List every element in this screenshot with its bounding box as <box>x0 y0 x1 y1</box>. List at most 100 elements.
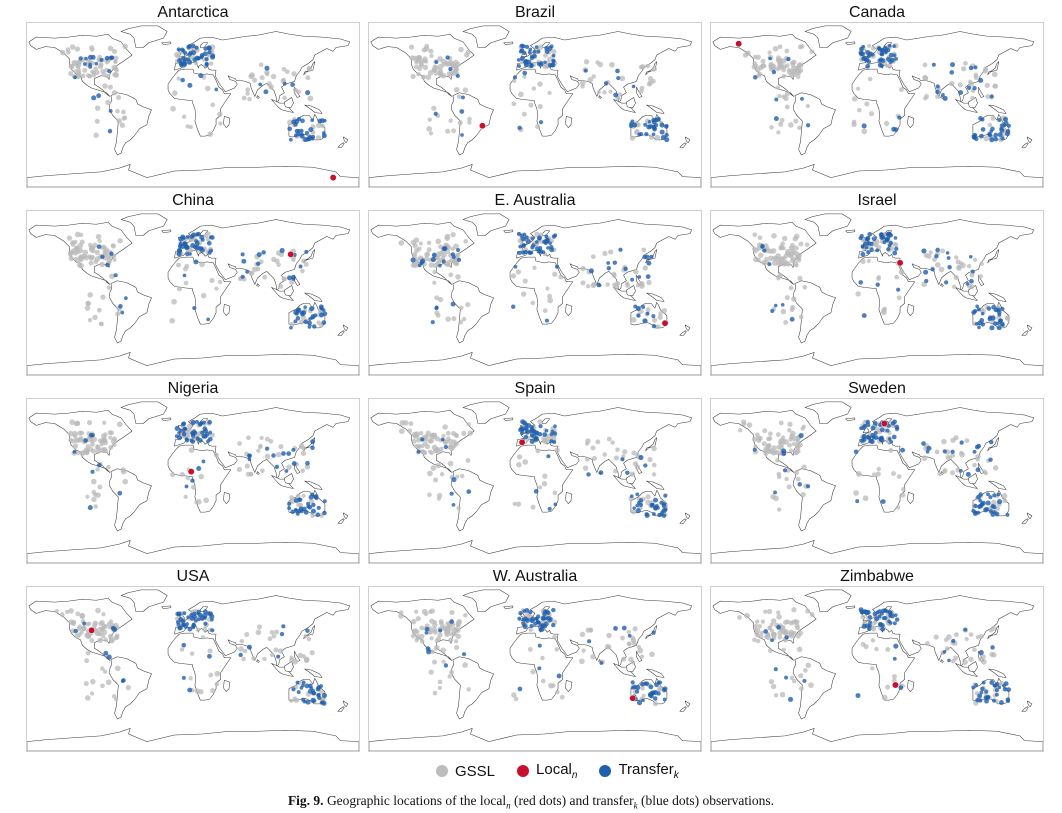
transfer-point <box>240 274 245 279</box>
transfer-point <box>305 628 310 633</box>
gssl-point <box>590 445 596 451</box>
gssl-point <box>767 625 772 630</box>
transfer-point <box>926 445 932 451</box>
gssl-point <box>303 656 310 663</box>
gssl-point <box>860 258 866 265</box>
landmass-philippines <box>636 650 643 662</box>
transfer-point <box>895 426 900 431</box>
transfer-point <box>637 132 642 137</box>
transfer-point <box>425 646 431 652</box>
transfer-point <box>182 273 187 278</box>
transfer-point <box>536 49 541 54</box>
local-point <box>329 174 337 181</box>
gssl-point <box>92 622 98 628</box>
landmass-south-america <box>108 92 152 156</box>
gssl-point <box>857 107 862 113</box>
gssl-point <box>522 74 527 79</box>
transfer-point <box>650 690 655 695</box>
transfer-point <box>105 262 110 268</box>
transfer-point <box>659 122 665 128</box>
caption-text-2: (red dots) and transfer <box>510 793 634 808</box>
gssl-point <box>431 659 437 665</box>
transfer-point <box>271 453 276 458</box>
transfer-point <box>256 261 261 266</box>
gssl-point <box>217 279 223 285</box>
gssl-point <box>86 632 92 639</box>
landmass-iceland <box>161 229 172 233</box>
world-map-svg <box>711 587 1043 751</box>
transfer-point <box>988 509 994 514</box>
transfer-point <box>971 685 976 690</box>
transfer-point <box>994 511 1000 517</box>
transfer-point <box>181 48 186 53</box>
transfer-point <box>631 84 636 89</box>
gssl-point <box>110 438 117 445</box>
gssl-point <box>793 245 799 251</box>
transfer-point <box>984 506 990 512</box>
gssl-point <box>435 238 442 245</box>
transfer-point <box>291 447 296 452</box>
transfer-point <box>548 241 552 245</box>
gssl-point <box>292 87 298 93</box>
map-panel: Antarctica <box>26 0 360 188</box>
transfer-point <box>996 325 1002 331</box>
landmass-iceland <box>503 605 514 609</box>
transfer-point <box>978 498 983 503</box>
gssl-point <box>429 608 435 614</box>
transfer-point <box>979 690 984 695</box>
gssl-point <box>255 266 261 272</box>
gssl-point <box>92 242 98 248</box>
gssl-point <box>100 626 106 632</box>
transfer-point <box>524 235 529 240</box>
transfer-point <box>651 132 656 137</box>
gssl-point <box>183 494 188 499</box>
gssl-point <box>983 471 989 476</box>
gssl-point <box>638 280 645 287</box>
landmass-antarctica <box>369 164 701 187</box>
gssl-point <box>792 679 797 684</box>
gssl-point <box>617 92 623 97</box>
gssl-point <box>580 280 586 286</box>
transfer-point <box>201 459 206 464</box>
gssl-point <box>426 126 432 132</box>
transfer-point <box>189 615 195 621</box>
transfer-point <box>935 247 941 253</box>
transfer-point <box>549 244 554 250</box>
gssl-point <box>437 56 443 62</box>
transfer-point <box>305 460 310 466</box>
gssl-point <box>621 656 627 662</box>
landmass-new-zealand-s <box>337 330 345 336</box>
gssl-point <box>256 624 263 630</box>
map-panel: Spain <box>368 376 702 564</box>
transfer-point <box>621 625 627 631</box>
world-map <box>26 22 360 188</box>
transfer-point <box>774 97 779 102</box>
transfer-point <box>886 424 891 428</box>
landmass-south-america <box>450 468 494 532</box>
gssl-point <box>604 644 610 649</box>
gssl-point <box>764 243 769 248</box>
gssl-point <box>194 688 201 694</box>
landmass-new-zealand-s <box>1021 518 1029 524</box>
gssl-point <box>784 295 790 301</box>
transfer-point <box>966 85 972 90</box>
transfer-point <box>805 123 811 128</box>
gssl-point <box>926 253 932 259</box>
map-panel: W. Australia <box>368 564 702 752</box>
gssl-point <box>871 472 877 477</box>
gssl-point <box>861 128 868 135</box>
transfer-point <box>256 252 262 258</box>
landmass-japan <box>987 249 1000 264</box>
gssl-point <box>968 632 974 637</box>
transfer-point <box>183 624 189 629</box>
gssl-point <box>754 432 760 438</box>
gssl-point <box>752 637 757 643</box>
transfer-point <box>599 661 604 665</box>
transfer-point <box>281 451 286 456</box>
transfer-point <box>180 234 186 240</box>
gssl-point <box>423 436 429 442</box>
transfer-point <box>456 248 461 252</box>
transfer-point <box>121 678 126 683</box>
transfer-point <box>637 275 642 279</box>
transfer-point <box>547 506 552 511</box>
